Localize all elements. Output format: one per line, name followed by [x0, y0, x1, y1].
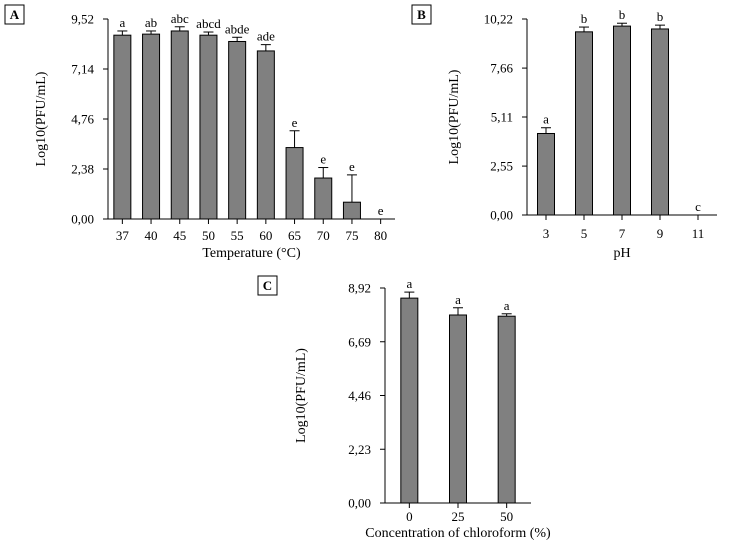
- y-tick-label: 7,66: [490, 61, 513, 76]
- significance-letter: ade: [257, 29, 275, 44]
- x-tick-label: 60: [259, 228, 272, 243]
- x-tick-label: 70: [317, 228, 330, 243]
- bar: [256, 50, 275, 220]
- x-tick-label: 75: [345, 228, 358, 243]
- x-tick-label: 40: [145, 228, 158, 243]
- x-tick-label: 50: [202, 228, 215, 243]
- x-tick-label: 0: [406, 509, 413, 524]
- bar: [314, 177, 333, 220]
- significance-letter: e: [378, 203, 384, 218]
- x-tick-label: 80: [374, 228, 387, 243]
- x-tick-label: 3: [543, 226, 550, 241]
- x-tick-label: 9: [657, 226, 664, 241]
- bar: [142, 33, 161, 220]
- y-tick-label: 4,46: [348, 388, 371, 403]
- panel-label: B: [417, 7, 426, 22]
- significance-letter: b: [581, 11, 588, 26]
- x-tick-label: 55: [231, 228, 244, 243]
- significance-letter: b: [657, 9, 664, 24]
- x-tick-label: 37: [116, 228, 130, 243]
- x-tick-label: 25: [452, 509, 465, 524]
- significance-letter: e: [320, 152, 326, 167]
- significance-letter: abcd: [196, 16, 221, 31]
- y-tick-label: 4,76: [71, 112, 94, 127]
- x-tick-label: 45: [173, 228, 186, 243]
- x-tick-label: 11: [692, 226, 705, 241]
- y-axis-title: Log10(PFU/mL): [447, 69, 462, 164]
- significance-letter: a: [504, 298, 510, 313]
- bar: [651, 28, 669, 216]
- chart-panel-b: B 0,00 2,55 5,11 7,66 10,22 3 a 5 b 7 b 9 b 11 c pH Log10…: [411, 4, 717, 261]
- significance-letter: b: [619, 7, 626, 22]
- y-tick-label: 0,00: [71, 212, 94, 227]
- panel-label: A: [10, 7, 20, 22]
- significance-letter: a: [406, 276, 412, 291]
- y-axis-title: Log10(PFU/mL): [294, 348, 309, 443]
- panel-label-box: [4, 4, 25, 25]
- y-tick-label: 0,00: [348, 496, 371, 511]
- x-tick-label: 7: [619, 226, 626, 241]
- significance-letter: e: [349, 159, 355, 174]
- y-tick-label: 6,69: [348, 334, 371, 349]
- chart-panel-c: C 0,00 2,23 4,46 6,69 8,92 0 a 25 a 50 a Concentrati…: [257, 275, 551, 541]
- significance-letter: abc: [171, 11, 189, 26]
- y-tick-label: 7,14: [71, 62, 94, 77]
- y-tick-label: 0,00: [490, 208, 513, 223]
- y-tick-label: 10,22: [484, 12, 513, 27]
- y-tick-label: 2,55: [490, 159, 513, 174]
- bar: [449, 314, 467, 504]
- significance-letter: abde: [225, 21, 250, 36]
- bar: [342, 201, 361, 220]
- panel-label: C: [263, 278, 272, 293]
- x-axis-title: Temperature (°C): [202, 246, 301, 261]
- x-axis-title: pH: [613, 246, 630, 261]
- bar: [537, 132, 555, 216]
- bar: [400, 297, 419, 504]
- bar: [228, 40, 247, 220]
- panel-label-box: [257, 275, 278, 296]
- significance-letter: a: [119, 15, 125, 30]
- y-tick-label: 8,92: [348, 281, 371, 296]
- bar: [113, 34, 132, 220]
- x-tick-label: 5: [581, 226, 588, 241]
- y-tick-label: 2,23: [348, 442, 371, 457]
- bar: [575, 31, 593, 216]
- significance-letter: a: [543, 112, 549, 127]
- x-axis-title: Concentration of chloroform (%): [365, 526, 551, 541]
- x-tick-label: 50: [500, 509, 513, 524]
- bar: [170, 30, 189, 220]
- significance-letter: c: [695, 199, 701, 214]
- significance-letter: e: [292, 115, 298, 130]
- bar: [199, 34, 218, 220]
- y-tick-label: 5,11: [491, 110, 513, 125]
- significance-letter: ab: [145, 15, 157, 30]
- significance-letter: a: [455, 292, 461, 307]
- y-tick-label: 9,52: [71, 12, 94, 27]
- chart-panel-a: A 0,00 2,38 4,76 7,14 9,52 37 a 40 ab 45 abc 50 abcd 5…: [4, 4, 395, 261]
- bar: [497, 315, 516, 504]
- bar: [285, 147, 304, 220]
- y-axis-title: Log10(PFU/mL): [34, 71, 49, 166]
- bar: [613, 25, 631, 216]
- panel-label-box: [411, 4, 432, 25]
- x-tick-label: 65: [288, 228, 301, 243]
- y-tick-label: 2,38: [71, 162, 94, 177]
